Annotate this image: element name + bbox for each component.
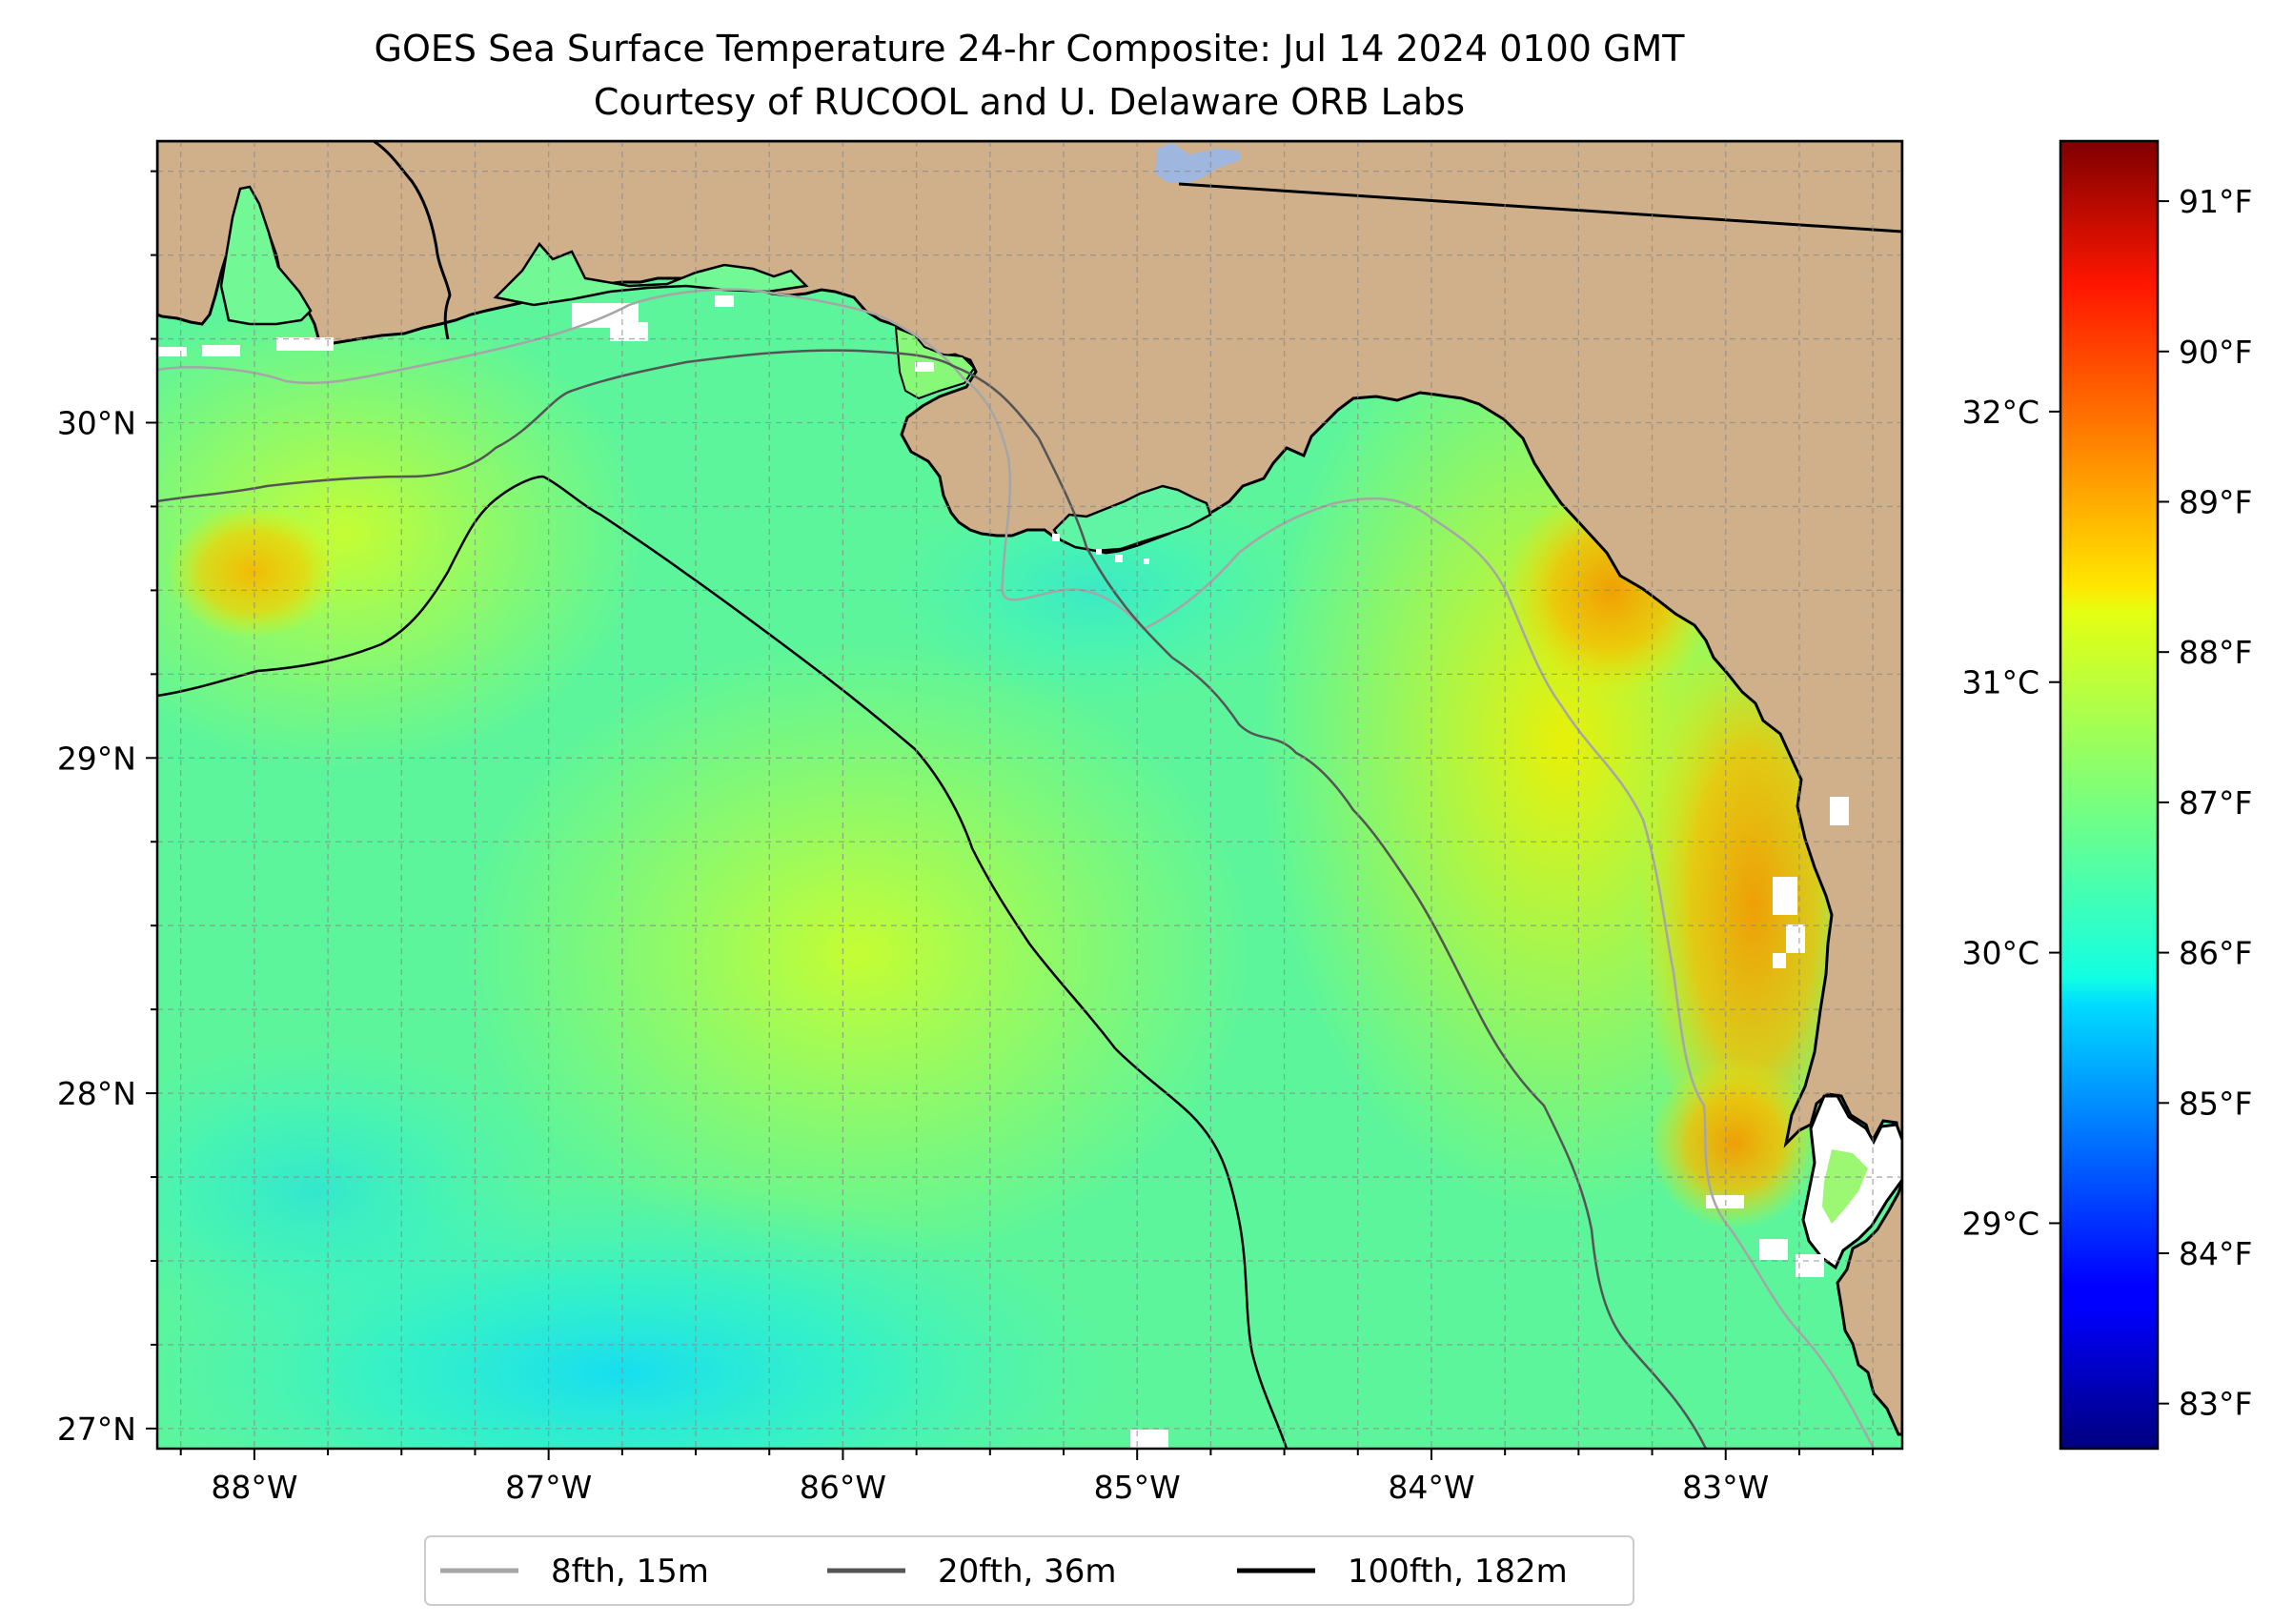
map-frame [155, 139, 1904, 1451]
gridlines [157, 141, 1902, 1449]
colorbar-c-label: 30°C [1961, 935, 2039, 972]
colorbar-c-label: 32°C [1961, 394, 2039, 431]
colorbar-f-label: 83°F [2179, 1386, 2252, 1423]
colorbar-f-label: 87°F [2179, 784, 2252, 822]
colorbar-f-label: 85°F [2179, 1085, 2252, 1122]
colorbar-f-label: 86°F [2179, 935, 2252, 972]
sst-yellow-center [457, 639, 1258, 1268]
colorbar-f-ticks: 83°F 84°F 85°F 86°F 87°F 88°F 89°F 90°F 91°F [2158, 183, 2252, 1423]
lat-axis: 27°N 28°N 29°N 30°N [57, 170, 157, 1448]
tampa-bay-water [1822, 1149, 1868, 1224]
colorbar-c-label: 29°C [1961, 1205, 2039, 1242]
sst-warm-west [167, 505, 338, 639]
legend-label: 8fth, 15m [551, 1553, 709, 1591]
colorbar-f-label: 84°F [2179, 1235, 2252, 1272]
map-title-line1: GOES Sea Surface Temperature 24-hr Compo… [375, 28, 1686, 70]
legend-item: 20fth, 36m [827, 1553, 1117, 1591]
legend-frame [424, 1535, 1634, 1606]
bay-water-east [894, 326, 976, 400]
lon-tick-label: 86°W [800, 1469, 886, 1506]
legend-items: 8fth, 15m 20fth, 36m 100fth, 182m [440, 1553, 1568, 1591]
colorbar-c-label: 31°C [1961, 664, 2039, 701]
sst-cool-southwest [157, 1039, 562, 1344]
isobath-100fth [157, 475, 1289, 1449]
colorbar-f-label: 88°F [2179, 634, 2252, 671]
colorbar-f-label: 90°F [2179, 334, 2252, 371]
colorbar-gradient [2059, 139, 2160, 1451]
colorbar-f-label: 91°F [2179, 183, 2252, 220]
temperature-colorbar: 83°F 84°F 85°F 86°F 87°F 88°F 89°F 90°F 91°F 29°… [1961, 139, 2252, 1451]
isobath-20fth [157, 349, 1708, 1449]
state-border [1178, 182, 1902, 233]
legend-label: 100fth, 182m [1348, 1553, 1568, 1591]
no-data-patches [158, 295, 1849, 1449]
lat-tick-label: 28°N [57, 1075, 136, 1112]
lat-tick-label: 29°N [57, 740, 136, 777]
legend-item: 100fth, 182m [1237, 1553, 1568, 1591]
lon-tick-label: 88°W [211, 1469, 297, 1506]
lon-tick-label: 87°W [505, 1469, 592, 1506]
lat-tick-label: 27°N [57, 1411, 136, 1448]
colorbar-f-label: 89°F [2179, 483, 2252, 520]
lon-tick-label: 85°W [1094, 1469, 1181, 1506]
lon-tick-label: 84°W [1388, 1469, 1474, 1506]
legend-label: 20fth, 36m [938, 1553, 1117, 1591]
isobath-8fth [157, 288, 1876, 1449]
lake-region [1155, 143, 1241, 183]
lat-tick-label: 30°N [57, 405, 136, 442]
sst-yellow-northwest [157, 295, 648, 772]
map-panel [157, 141, 1902, 1449]
land-mass [157, 141, 1902, 1436]
colorbar-c-ticks: 29°C 30°C 31°C 32°C [1961, 394, 2060, 1242]
isobath-legend: 8fth, 15m 20fth, 36m 100fth, 182m [424, 1535, 1634, 1606]
map-title-line2: Courtesy of RUCOOL and U. Delaware ORB L… [594, 81, 1465, 123]
state-border-west [373, 141, 452, 340]
lon-tick-label: 83°W [1682, 1469, 1769, 1506]
lon-axis: 88°W 87°W 86°W 85°W 84°W 83°W [179, 1449, 1875, 1506]
legend-item: 8fth, 15m [440, 1553, 709, 1591]
sst-orange-tampa [1649, 1058, 1820, 1229]
